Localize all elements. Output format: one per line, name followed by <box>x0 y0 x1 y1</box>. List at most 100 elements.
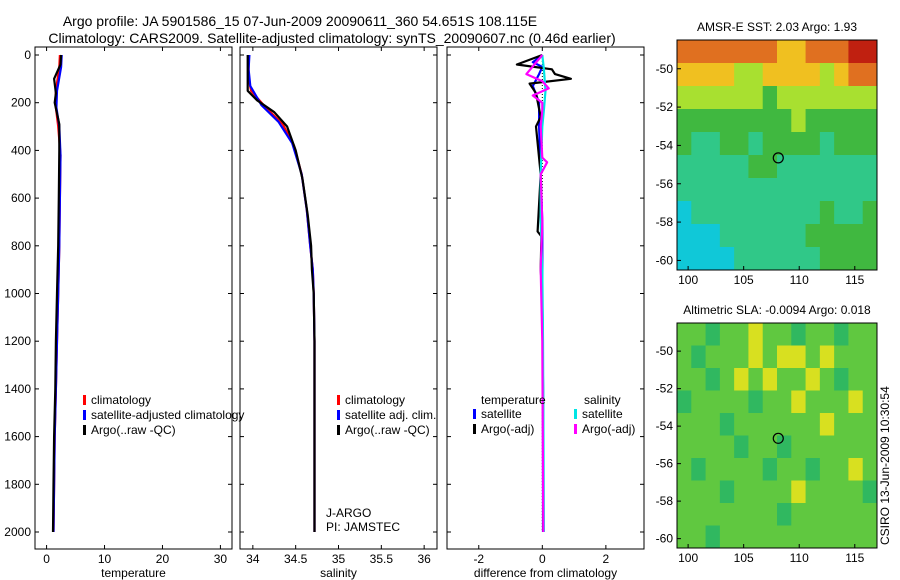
temperature-legend-1-label: satellite-adjusted climatology <box>91 408 244 422</box>
sla_map-cell <box>762 323 778 346</box>
sla_map-cell <box>748 345 764 369</box>
sla_map-cell <box>862 323 878 346</box>
sla_map-cell <box>748 413 764 436</box>
difference-legend-1-label: Argo(-adj) <box>481 422 534 436</box>
difference-xtick-label: -2 <box>473 552 484 566</box>
sla_map-cell <box>705 435 721 459</box>
sla_map-cell <box>848 503 864 526</box>
sla_map-cell <box>691 390 707 414</box>
sla_map-cell <box>705 368 721 391</box>
sla_map-cell <box>805 458 821 481</box>
sst_map-cell <box>819 178 835 202</box>
sst_map-cell <box>691 178 707 202</box>
sst_map-cell <box>848 132 864 156</box>
sla_map-cell <box>862 458 878 481</box>
sla_map-cell <box>705 458 721 481</box>
sla_map-cell <box>862 503 878 526</box>
sst_map-cell <box>719 63 735 87</box>
sst_map-argo-marker <box>772 152 784 164</box>
sla_map-cell <box>719 525 735 549</box>
sla_map-cell <box>848 413 864 436</box>
sst_map-cell <box>691 109 707 133</box>
sst_map-cell <box>834 247 849 271</box>
sla_map-cell <box>862 390 878 414</box>
sla_map-cell <box>834 390 849 414</box>
sst_map-cell <box>834 132 849 156</box>
sst_map-cell <box>834 63 849 87</box>
sla_map-cell <box>748 368 764 391</box>
header-line-1: Argo profile: JA 5901586_15 07-Jun-2009 … <box>62 13 538 29</box>
sst_map-cell <box>748 224 764 248</box>
difference-frame <box>446 46 645 550</box>
sla_map-cell <box>734 323 749 346</box>
sla_map-cell <box>834 345 849 369</box>
sla_map-cell <box>734 413 749 436</box>
sla_map-cell <box>762 458 778 481</box>
salinity-xlabel: salinity <box>320 566 357 580</box>
sst_map-cell <box>862 247 878 271</box>
temperature-legend-2-label: Argo(..raw -QC) <box>91 423 176 437</box>
sst_map-cell <box>834 40 849 64</box>
sst_map-cell <box>748 109 764 133</box>
sla_map-cell <box>791 525 807 549</box>
sst_map-cell <box>762 247 778 271</box>
salinity-xtick-label: 35 <box>332 552 346 566</box>
sst_map-ytick-label: -52 <box>656 100 674 114</box>
sla_map-cell <box>834 368 849 391</box>
sla_map-ytick-label: -56 <box>656 457 674 471</box>
temperature-ytick-label: 1400 <box>4 382 31 396</box>
sst_map-cell <box>805 155 821 179</box>
sla_map-cell <box>791 480 807 504</box>
salinity-legend-1-swatch <box>337 410 340 420</box>
sla_map-cell <box>791 323 807 346</box>
sla_map-cell <box>791 345 807 369</box>
sst_map-cell <box>734 132 749 156</box>
sst_map-cell <box>691 224 707 248</box>
sst_map-cell <box>762 132 778 156</box>
sla_map-ytick-label: -52 <box>656 382 674 396</box>
sst_map-cell <box>819 40 835 64</box>
sst_map-cell <box>762 155 778 179</box>
sla_map-cell <box>719 323 735 346</box>
sst_map-cell <box>734 247 749 271</box>
sst_map-cell <box>805 132 821 156</box>
sst_map-cell <box>777 178 792 202</box>
sst_map-cell <box>791 178 807 202</box>
sst_map-cell <box>834 155 849 179</box>
sla_map-cell <box>748 435 764 459</box>
sst_map-cell <box>734 178 749 202</box>
sla_map-cell <box>791 413 807 436</box>
sst_map-ytick-label: -58 <box>656 215 674 229</box>
difference-xtick-label: 2 <box>603 552 610 566</box>
sla_map-cell <box>719 458 735 481</box>
sla_map-cell <box>691 480 707 504</box>
sla_map-cell <box>762 368 778 391</box>
sla_map-cell <box>762 413 778 436</box>
difference-xlabel: difference from climatology <box>474 566 617 580</box>
sst_map-cell <box>834 224 849 248</box>
sst_map-cell <box>862 63 878 87</box>
sst_map-cell <box>777 86 792 110</box>
sla_map-cell <box>819 480 835 504</box>
temperature-frame <box>34 46 233 550</box>
temperature-xtick-label: 20 <box>156 552 170 566</box>
sla_map-cell <box>862 368 878 391</box>
sst_map-cell <box>791 132 807 156</box>
temperature-series-argo-raw-qc- <box>51 54 63 533</box>
sla_map-cell <box>777 503 792 526</box>
header-line-2: Climatology: CARS2009. Satellite-adjuste… <box>48 30 616 46</box>
sst_map-ytick-label: -56 <box>656 177 674 191</box>
sla_map-cell <box>862 435 878 459</box>
sla_map-cell <box>777 525 792 549</box>
sla_map-cell <box>791 458 807 481</box>
sst_map-cell <box>677 155 692 179</box>
difference-legend-3-label: Argo(-adj) <box>582 422 635 436</box>
temperature-ytick-label: 1600 <box>4 430 31 444</box>
sla_map-cell <box>734 345 749 369</box>
sla_map-cell <box>762 390 778 414</box>
sst_map-cell <box>677 224 692 248</box>
difference-legend-1-swatch <box>473 424 476 434</box>
sst_map-cell <box>791 201 807 225</box>
salinity-legend-1-label: satellite adj. clim. <box>345 408 436 422</box>
sst_map-cell <box>777 63 792 87</box>
